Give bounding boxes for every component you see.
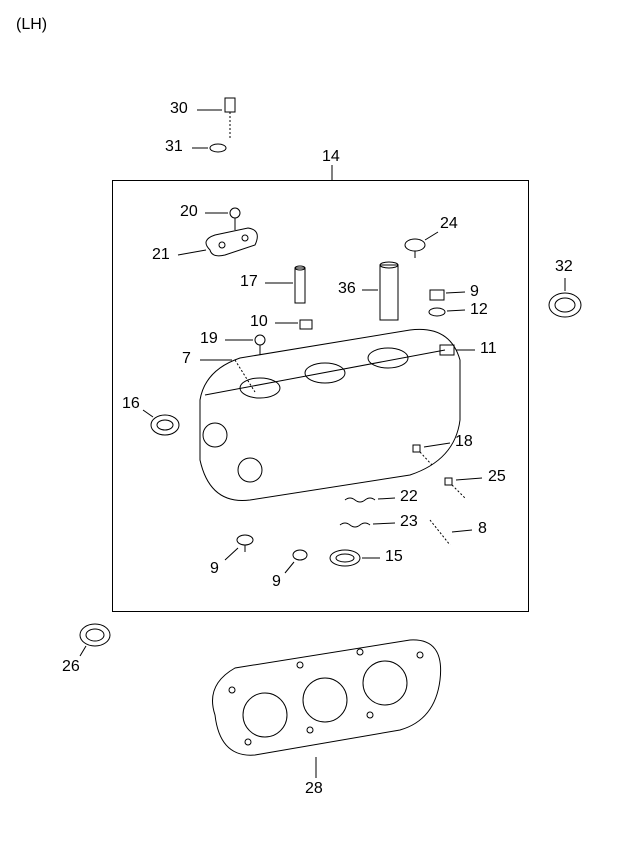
part-30-bolt [197,98,235,140]
part-24-plug [405,232,438,258]
callout-10: 10 [250,313,268,331]
callout-9b: 9 [210,560,219,578]
callout-28: 28 [305,780,323,798]
callout-9c: 9 [272,573,281,591]
part-20-bolt [205,208,240,230]
part-9a-sleeve [430,290,465,300]
part-16-ring [143,410,179,435]
callout-26: 26 [62,658,80,676]
callout-15: 15 [385,548,403,566]
callout-11: 11 [480,340,497,358]
part-23-spring [340,523,395,527]
part-19-bolt [225,335,265,355]
callout-25: 25 [488,468,506,486]
part-12-seat [429,308,465,316]
callout-20: 20 [180,203,198,221]
diagram-svg [0,0,621,848]
callout-30: 30 [170,100,188,118]
part-21-bracket [178,228,257,256]
callout-7: 7 [182,350,191,368]
part-9c-plug [285,550,307,573]
part-10-sleeve [275,320,312,329]
cylinder-head-outline [200,329,460,500]
part-8-stud [430,520,472,545]
callout-32: 32 [555,258,573,276]
part-28-gasket [213,640,441,778]
part-36-tube [362,262,398,320]
callout-16: 16 [122,395,140,413]
callout-9a: 9 [470,283,479,301]
part-22-spring [345,498,395,502]
callout-14: 14 [322,148,340,166]
part-25-bolt [445,478,482,498]
callout-24: 24 [440,215,458,233]
part-15-seal [330,550,380,566]
callout-19: 19 [200,330,218,348]
callout-31: 31 [165,138,183,156]
part-26-ring [80,624,110,656]
part-17-tube [265,266,305,303]
callout-12: 12 [470,301,488,319]
callout-17: 17 [240,273,258,291]
callout-21: 21 [152,246,170,264]
callout-23: 23 [400,513,418,531]
part-9b-plug [225,535,253,560]
callout-18: 18 [455,433,473,451]
part-31-washer [192,144,226,152]
callout-22: 22 [400,488,418,506]
callout-36: 36 [338,280,356,298]
part-32-ring [549,278,581,317]
callout-8: 8 [478,520,487,538]
